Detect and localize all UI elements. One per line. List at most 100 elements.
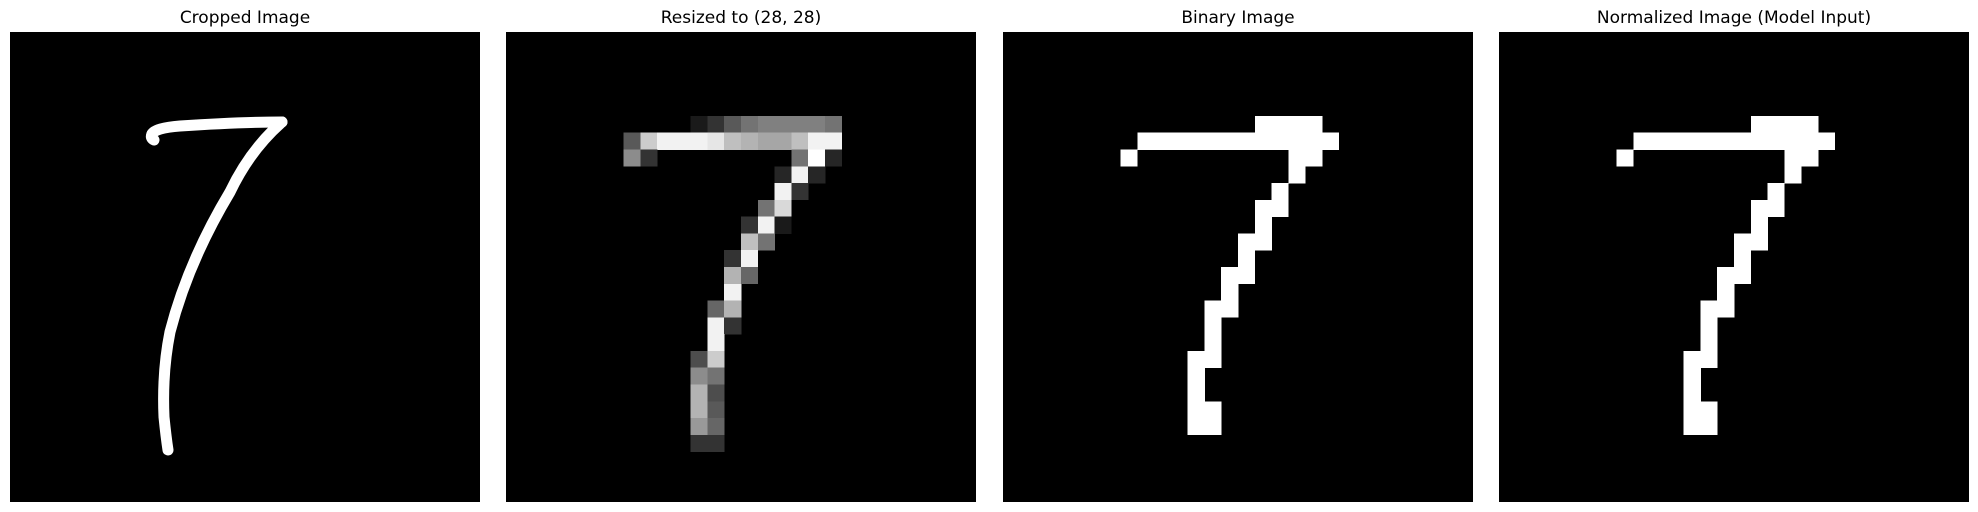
normalized-pixel-grid <box>1499 32 1969 502</box>
normalized-pixel <box>1751 116 1768 133</box>
resized-pixel <box>791 133 808 150</box>
normalized-pixel <box>1617 150 1634 167</box>
resized-pixel <box>775 116 792 133</box>
binary-pixel <box>1121 150 1138 167</box>
binary-pixel <box>1221 301 1238 318</box>
resized-pixel <box>707 368 724 385</box>
resized-pixel <box>691 351 708 368</box>
binary-pixel <box>1288 166 1305 183</box>
binary-pixel <box>1204 401 1221 418</box>
resized-pixel <box>758 233 775 250</box>
binary-pixel <box>1238 233 1255 250</box>
resized-pixel <box>707 116 724 133</box>
normalized-pixel <box>1717 301 1734 318</box>
binary-pixel <box>1272 133 1289 150</box>
binary-pixel <box>1255 200 1272 217</box>
resized-pixel <box>808 166 825 183</box>
resized-pixel <box>724 116 741 133</box>
normalized-pixel <box>1717 267 1734 284</box>
normalized-pixel <box>1768 133 1785 150</box>
normalized-pixel <box>1801 150 1818 167</box>
resized-pixel <box>758 116 775 133</box>
resized-pixel <box>825 150 842 167</box>
resized-pixel <box>707 133 724 150</box>
normalized-pixel <box>1700 401 1717 418</box>
binary-pixel <box>1204 301 1221 318</box>
cropped-digit-svg <box>10 32 480 502</box>
normalized-pixel <box>1734 133 1751 150</box>
resized-pixel <box>691 116 708 133</box>
resized-pixel <box>691 435 708 452</box>
normalized-pixel <box>1684 368 1701 385</box>
normalized-pixel <box>1684 418 1701 435</box>
binary-pixel <box>1288 116 1305 133</box>
binary-pixel <box>1272 200 1289 217</box>
resized-pixel <box>707 418 724 435</box>
resized-pixel <box>707 301 724 318</box>
normalized-pixel <box>1818 133 1835 150</box>
normalized-pixel <box>1768 200 1785 217</box>
panel-cropped: Cropped Image <box>10 0 480 512</box>
binary-pixel <box>1204 351 1221 368</box>
normalized-pixel <box>1684 351 1701 368</box>
binary-pixel <box>1255 233 1272 250</box>
binary-pixel <box>1238 133 1255 150</box>
binary-pixel-grid <box>1003 32 1473 502</box>
normalized-pixel <box>1633 133 1650 150</box>
normalized-pixel <box>1751 133 1768 150</box>
panel-title-cropped: Cropped Image <box>10 8 480 28</box>
normalized-pixel <box>1784 133 1801 150</box>
resized-pixel <box>808 116 825 133</box>
binary-pixel <box>1188 401 1205 418</box>
resized-pixel <box>825 133 842 150</box>
resized-pixel <box>707 401 724 418</box>
normalized-pixel <box>1700 334 1717 351</box>
resized-pixel <box>691 385 708 402</box>
resized-pixel <box>724 267 741 284</box>
normalized-pixel <box>1700 418 1717 435</box>
normalized-pixel <box>1684 385 1701 402</box>
resized-pixel <box>758 217 775 234</box>
normalized-pixel <box>1801 133 1818 150</box>
panel-normalized: Normalized Image (Model Input) <box>1499 0 1969 512</box>
panel-title-resized: Resized to (28, 28) <box>506 8 976 28</box>
resized-pixel <box>640 133 657 150</box>
binary-pixel <box>1272 116 1289 133</box>
resized-pixel <box>724 250 741 267</box>
digit-stroke-diagonal <box>164 122 282 450</box>
binary-pixel <box>1204 133 1221 150</box>
normalized-digit-image <box>1499 32 1969 502</box>
resized-pixel <box>775 133 792 150</box>
resized-pixel <box>741 217 758 234</box>
resized-pixel <box>741 233 758 250</box>
normalized-pixel <box>1734 233 1751 250</box>
resized-pixel <box>691 401 708 418</box>
binary-pixel <box>1305 116 1322 133</box>
resized-pixel <box>707 334 724 351</box>
binary-pixel <box>1305 150 1322 167</box>
normalized-pixel <box>1768 116 1785 133</box>
panel-binary: Binary Image <box>1003 0 1473 512</box>
resized-pixel <box>741 116 758 133</box>
normalized-pixel <box>1700 301 1717 318</box>
resized-pixel <box>707 385 724 402</box>
digit-stroke-serif <box>151 134 154 140</box>
normalized-pixel <box>1801 116 1818 133</box>
normalized-pixel <box>1751 217 1768 234</box>
normalized-pixel <box>1650 133 1667 150</box>
binary-pixel <box>1188 133 1205 150</box>
normalized-pixel <box>1734 267 1751 284</box>
normalized-pixel <box>1734 250 1751 267</box>
binary-pixel <box>1171 133 1188 150</box>
binary-pixel <box>1288 150 1305 167</box>
normalized-pixel <box>1751 233 1768 250</box>
binary-pixel <box>1255 217 1272 234</box>
resized-pixel <box>691 368 708 385</box>
normalized-pixel <box>1667 133 1684 150</box>
resized-pixel <box>791 183 808 200</box>
binary-pixel <box>1204 317 1221 334</box>
normalized-pixel <box>1751 200 1768 217</box>
panel-resized: Resized to (28, 28) <box>506 0 976 512</box>
resized-pixel <box>707 435 724 452</box>
normalized-pixel <box>1717 284 1734 301</box>
